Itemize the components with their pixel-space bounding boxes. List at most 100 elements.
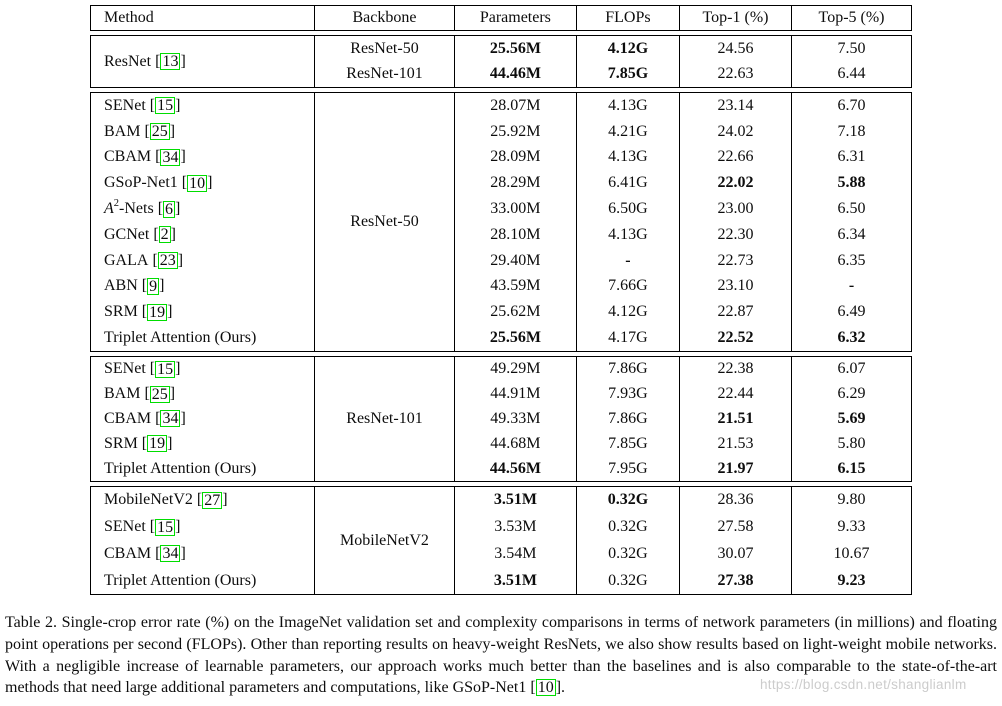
header-cell: Top-5 (%) — [818, 9, 885, 26]
table-column-5: Top-5 (%) — [792, 6, 911, 30]
citation-link[interactable]: 2 — [158, 226, 171, 244]
top5-cell: 9.23 — [837, 571, 866, 589]
parameters-cell: 49.33M — [490, 409, 541, 427]
method-cell: CBAM [34] — [104, 544, 186, 563]
top1-cell: 23.00 — [717, 200, 754, 218]
caption-citation-link[interactable]: 10 — [535, 679, 556, 697]
top1-cell: 22.87 — [717, 303, 754, 321]
flops-cell: 7.66G — [608, 277, 648, 295]
flops-cell: 7.95G — [608, 459, 648, 477]
table-column-4: 24.56 22.63 — [680, 36, 793, 87]
backbone-cell: ResNet-101 — [346, 65, 423, 83]
citation-link[interactable]: 10 — [187, 174, 208, 192]
top5-cell: 6.50 — [837, 200, 866, 218]
method-cell: GSoP-Net1 [10] — [104, 174, 213, 192]
top1-cell: 24.56 — [717, 39, 754, 57]
citation-link[interactable]: 19 — [147, 435, 168, 453]
header-cell: FLOPs — [605, 9, 651, 26]
flops-cell: 4.12G — [607, 39, 649, 57]
parameters-cell: 28.29M — [490, 174, 541, 192]
top5-cell: 6.70 — [837, 96, 866, 114]
flops-cell: 0.32G — [608, 518, 648, 536]
header-cell: Parameters — [479, 9, 551, 26]
method-cell: ABN [9] — [104, 277, 165, 295]
flops-cell: - — [625, 251, 631, 269]
method-cell: A 2 -Nets [6] — [104, 198, 181, 218]
parameters-cell: 3.53M — [494, 518, 537, 536]
citation-link[interactable]: 15 — [155, 97, 176, 115]
table-column-1: ResNet-101 — [315, 357, 455, 481]
flops-cell: 4.13G — [608, 96, 648, 114]
top5-cell: 6.15 — [837, 459, 866, 477]
table-group-mobilenet-methods: MobileNetV2 [27] SENet [15] CBAM [34] Tripl… — [90, 486, 912, 595]
top5-cell: 6.35 — [837, 251, 866, 269]
method-cell: MobileNetV2 [27] — [104, 491, 228, 509]
method-cell: BAM [25] — [104, 122, 176, 141]
flops-cell: 4.13G — [608, 148, 648, 166]
top5-cell: 6.49 — [837, 303, 866, 321]
table-column-0: SENet [15] BAM [25] CBAM [34] GSoP-Net1 [10… — [91, 93, 316, 351]
parameters-cell: 44.68M — [490, 434, 541, 452]
parameters-cell: 25.56M — [489, 39, 541, 57]
citation-link[interactable]: 34 — [160, 410, 181, 428]
citation-link[interactable]: 15 — [155, 360, 176, 378]
citation-link[interactable]: 34 — [160, 148, 181, 166]
citation-link[interactable]: 15 — [155, 518, 176, 536]
table-column-3: 4.13G 4.21G 4.13G 6.41G 6.50G 4.13G - 7.66G 4.12… — [577, 93, 680, 351]
parameters-cell: 28.07M — [490, 96, 541, 114]
parameters-cell: 25.56M — [489, 329, 541, 347]
citation-link[interactable]: 25 — [149, 123, 170, 141]
table-column-5: 6.70 7.18 6.31 5.88 6.50 6.34 6.35 - 6.49 6.32 — [792, 93, 911, 351]
table-column-3: 0.32G 0.32G 0.32G 0.32G — [577, 487, 680, 594]
citation-link[interactable]: 27 — [202, 491, 223, 509]
flops-cell: 7.93G — [608, 385, 648, 403]
table-column-1: ResNet-50 — [315, 93, 455, 351]
citation-link[interactable]: 19 — [147, 303, 168, 321]
table-column-3: 7.86G 7.93G 7.86G 7.85G 7.95G — [577, 357, 680, 481]
method-cell: SENet [15] — [104, 360, 181, 378]
method-cell: GALA [23] — [104, 251, 184, 270]
top1-cell: 30.07 — [717, 544, 754, 562]
top5-cell: 5.88 — [837, 174, 866, 192]
flops-cell: 7.85G — [607, 65, 649, 83]
top1-cell: 22.44 — [717, 385, 754, 403]
math-symbol: A — [104, 200, 114, 218]
backbone-cell: ResNet-50 — [350, 39, 419, 57]
citation-link[interactable]: 9 — [147, 277, 160, 295]
top1-cell: 22.66 — [717, 148, 754, 166]
table-column-2: Parameters — [455, 6, 577, 30]
top1-cell: 22.73 — [717, 251, 754, 269]
flops-cell: 4.13G — [608, 225, 648, 243]
table-column-4: 28.36 27.58 30.07 27.38 — [680, 487, 793, 594]
top1-cell: 23.14 — [717, 96, 754, 114]
parameters-cell: 3.51M — [493, 491, 537, 509]
citation-link[interactable]: 6 — [163, 200, 176, 218]
top5-cell: 6.31 — [837, 148, 866, 166]
method-cell: Triplet Attention (Ours) — [104, 571, 257, 589]
top5-cell: 6.34 — [837, 225, 866, 243]
citation-link[interactable]: 23 — [157, 252, 178, 270]
top1-cell: 22.02 — [717, 174, 754, 192]
flops-cell: 4.21G — [608, 122, 648, 140]
method-cell: BAM [25] — [104, 385, 176, 403]
table-group-resnet-baselines: ResNet [13] ResNet-50 ResNet-101 25.56M 44.4… — [90, 35, 912, 88]
table-column-0: MobileNetV2 [27] SENet [15] CBAM [34] Tripl… — [91, 487, 316, 594]
top1-cell: 28.36 — [717, 491, 754, 509]
citation-link[interactable]: 25 — [149, 385, 170, 403]
table-column-1: ResNet-50 ResNet-101 — [315, 36, 455, 87]
top5-cell: 6.07 — [837, 360, 866, 378]
csdn-watermark: https://blog.csdn.net/shanglianlm — [760, 677, 967, 692]
caption-text-after: ]. — [555, 679, 566, 697]
top5-cell: 6.44 — [837, 65, 866, 83]
table-column-0: SENet [15] BAM [25] CBAM [34] SRM [19] Tripl… — [91, 357, 316, 481]
top1-cell: 27.58 — [717, 518, 754, 536]
top5-cell: 10.67 — [833, 544, 870, 562]
citation-link[interactable]: 34 — [160, 545, 181, 563]
flops-cell: 4.12G — [608, 303, 648, 321]
citation-link[interactable]: 13 — [160, 53, 181, 70]
top1-cell: 21.51 — [717, 409, 754, 427]
parameters-cell: 44.46M — [489, 65, 541, 83]
table-column-1: MobileNetV2 — [315, 487, 455, 594]
parameters-cell: 25.62M — [490, 303, 541, 321]
